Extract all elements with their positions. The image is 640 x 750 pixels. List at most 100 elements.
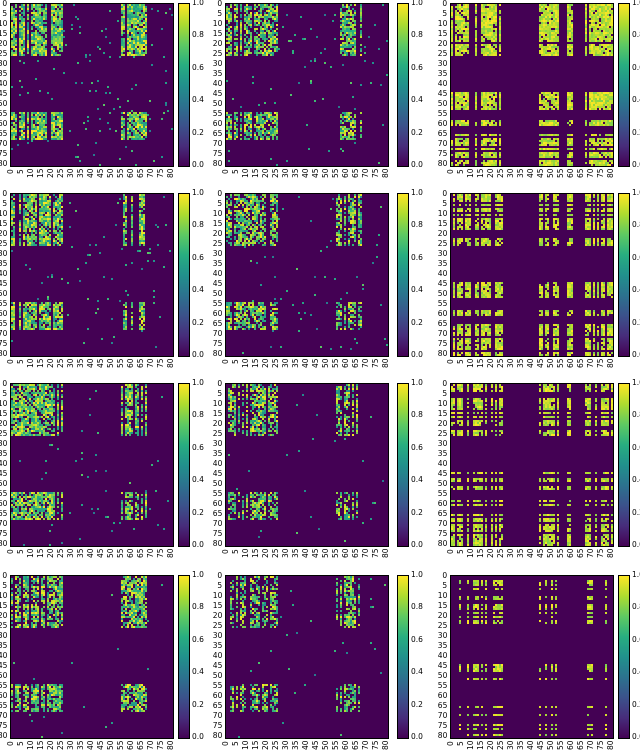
y-tick-label: 35 — [0, 69, 8, 78]
x-tick-label: 30 — [281, 358, 290, 369]
x-tick-label: 65 — [576, 168, 585, 179]
x-tick-label: 50 — [546, 358, 555, 369]
y-tick-label: 50 — [0, 289, 8, 298]
y-tick-label: 20 — [212, 39, 223, 48]
heatmap-r2-c1 — [10, 193, 174, 357]
x-tick-label: 15 — [36, 168, 45, 179]
colorbar-tick-label: 1.0 — [632, 378, 640, 387]
colorbar-tick-label: 1.0 — [192, 0, 204, 7]
colorbar-tick-label: 0.8 — [632, 30, 640, 40]
x-tick-label: 60 — [126, 358, 135, 369]
x-tick-label: 80 — [166, 548, 175, 559]
y-tick-label: 0 — [442, 571, 448, 580]
colorbar-tick-label: 0.6 — [411, 634, 423, 644]
colorbar-tick-label: 1.0 — [632, 0, 640, 7]
y-tick-label: 40 — [212, 651, 223, 660]
x-tick-label: 20 — [261, 168, 270, 179]
y-tick-label: 55 — [0, 489, 8, 498]
x-tick-label: 70 — [361, 358, 370, 369]
y-tick-label: 45 — [437, 89, 448, 98]
x-tick-label: 0 — [6, 548, 15, 554]
x-tick-label: 40 — [301, 740, 310, 750]
x-tick-label: 60 — [126, 740, 135, 750]
y-tick-label: 25 — [437, 621, 448, 630]
y-tick-label: 5 — [442, 199, 448, 208]
y-tick-label: 45 — [0, 89, 8, 98]
y-tick-label: 15 — [212, 409, 223, 418]
y-tick-label: 15 — [0, 409, 8, 418]
x-tick-label: 15 — [476, 740, 485, 750]
colorbar-tick-label: 0.8 — [411, 602, 423, 612]
x-tick-label: 35 — [516, 740, 525, 750]
x-tick-label: 65 — [351, 548, 360, 559]
y-tick-label: 65 — [437, 319, 448, 328]
y-tick-label: 25 — [212, 49, 223, 58]
colorbar-tick-label: 0.4 — [192, 285, 204, 295]
x-tick-label: 65 — [576, 548, 585, 559]
x-tick-label: 30 — [506, 548, 515, 559]
colorbar-tick-label: 0.0 — [192, 540, 204, 549]
y-tick-label: 50 — [437, 99, 448, 108]
y-tick-label: 80 — [212, 731, 223, 740]
y-tick-label: 70 — [0, 139, 8, 148]
y-tick-label: 20 — [437, 611, 448, 620]
y-tick-label: 25 — [437, 49, 448, 58]
y-tick-label: 65 — [212, 509, 223, 518]
colorbar-tick-label: 0.8 — [192, 410, 204, 420]
y-tick-label: 0 — [217, 189, 223, 198]
colorbar — [178, 383, 190, 547]
x-tick-label: 70 — [586, 168, 595, 179]
y-tick-label: 55 — [212, 681, 223, 690]
x-tick-label: 35 — [291, 740, 300, 750]
x-tick-label: 60 — [126, 168, 135, 179]
y-tick-label: 35 — [0, 641, 8, 650]
colorbar-tick-label: 0.2 — [192, 127, 204, 137]
y-tick-label: 20 — [437, 419, 448, 428]
y-tick-label: 35 — [0, 259, 8, 268]
colorbar-tick-label: 1.0 — [192, 570, 204, 579]
x-tick-label: 25 — [56, 548, 65, 559]
y-tick-label: 80 — [0, 731, 8, 740]
x-tick-label: 25 — [496, 168, 505, 179]
colorbar-tick-label: 0.2 — [411, 699, 423, 709]
colorbar-tick-label: 1.0 — [411, 0, 423, 7]
x-tick-label: 55 — [331, 548, 340, 559]
x-tick-label: 80 — [381, 548, 390, 559]
y-tick-label: 70 — [212, 711, 223, 720]
x-tick-label: 10 — [241, 168, 250, 179]
x-tick-label: 75 — [596, 548, 605, 559]
y-tick-label: 40 — [437, 79, 448, 88]
y-tick-label: 0 — [442, 0, 448, 8]
y-tick-label: 20 — [0, 611, 8, 620]
y-tick-label: 40 — [0, 79, 8, 88]
y-tick-label: 35 — [0, 449, 8, 458]
y-tick-label: 60 — [0, 119, 8, 128]
x-tick-label: 5 — [231, 168, 240, 174]
x-tick-label: 15 — [476, 168, 485, 179]
x-tick-label: 10 — [241, 358, 250, 369]
x-tick-label: 40 — [301, 168, 310, 179]
x-tick-label: 55 — [556, 740, 565, 750]
x-tick-label: 10 — [26, 548, 35, 559]
colorbar-tick-label: 0.4 — [632, 285, 640, 295]
x-tick-label: 30 — [66, 358, 75, 369]
y-tick-label: 45 — [437, 279, 448, 288]
colorbar-tick-label: 0.2 — [411, 127, 423, 137]
y-tick-label: 30 — [0, 439, 8, 448]
x-tick-label: 80 — [606, 548, 615, 559]
colorbar — [618, 383, 630, 547]
y-tick-label: 80 — [212, 159, 223, 168]
y-tick-label: 70 — [437, 711, 448, 720]
y-tick-label: 50 — [212, 671, 223, 680]
y-tick-label: 55 — [0, 299, 8, 308]
x-tick-label: 45 — [96, 358, 105, 369]
colorbar-tick-label: 0.8 — [632, 602, 640, 612]
x-tick-label: 0 — [221, 548, 230, 554]
y-tick-label: 30 — [212, 249, 223, 258]
y-tick-label: 60 — [437, 309, 448, 318]
y-tick-label: 65 — [212, 319, 223, 328]
x-tick-label: 30 — [281, 740, 290, 750]
x-tick-label: 45 — [536, 740, 545, 750]
y-tick-label: 35 — [212, 641, 223, 650]
x-tick-label: 30 — [506, 168, 515, 179]
